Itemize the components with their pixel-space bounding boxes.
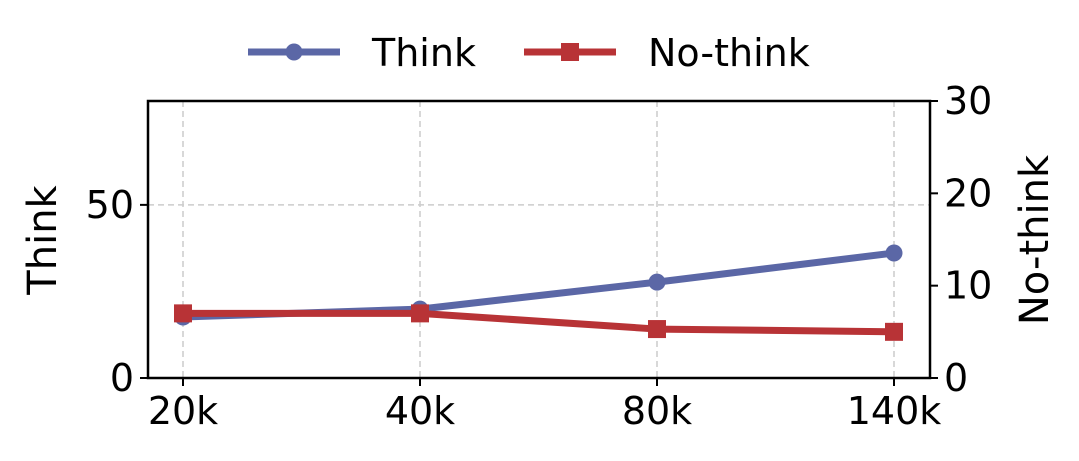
data-point (885, 322, 903, 341)
legend-label: Think (371, 31, 476, 75)
legend-marker (285, 43, 303, 61)
data-point (411, 304, 429, 323)
legend-item-think: Think (248, 31, 476, 75)
series-no-think (174, 304, 903, 341)
legend: Think No-think (248, 31, 810, 75)
legend-item-no-think: No-think (524, 31, 810, 75)
x-tick-label: 80k (622, 389, 692, 433)
y-tick-label-right: 0 (944, 356, 968, 400)
data-point (885, 244, 903, 262)
grid (148, 101, 930, 378)
y-tick-label-right: 20 (944, 171, 992, 215)
y-tick-label-left: 0 (110, 356, 134, 400)
y-tick-label-left: 50 (86, 183, 134, 227)
data-point (648, 320, 666, 339)
y-axis-label-right: No-think (1012, 154, 1058, 325)
series-layer (174, 244, 903, 341)
y-axis-label-left: Think (20, 184, 66, 295)
plot-frame (146, 99, 932, 380)
y-tick-label-right: 10 (944, 264, 992, 308)
legend-marker (561, 43, 579, 61)
y-tick-label-right: 30 (944, 79, 992, 123)
data-point (174, 304, 192, 323)
x-tick-label: 140k (847, 389, 942, 433)
legend-label: No-think (648, 31, 810, 75)
series-line (183, 309, 895, 336)
data-point (648, 273, 666, 291)
x-tick-label: 20k (148, 389, 218, 433)
x-tick-label: 40k (385, 389, 455, 433)
series-line (182, 249, 895, 321)
